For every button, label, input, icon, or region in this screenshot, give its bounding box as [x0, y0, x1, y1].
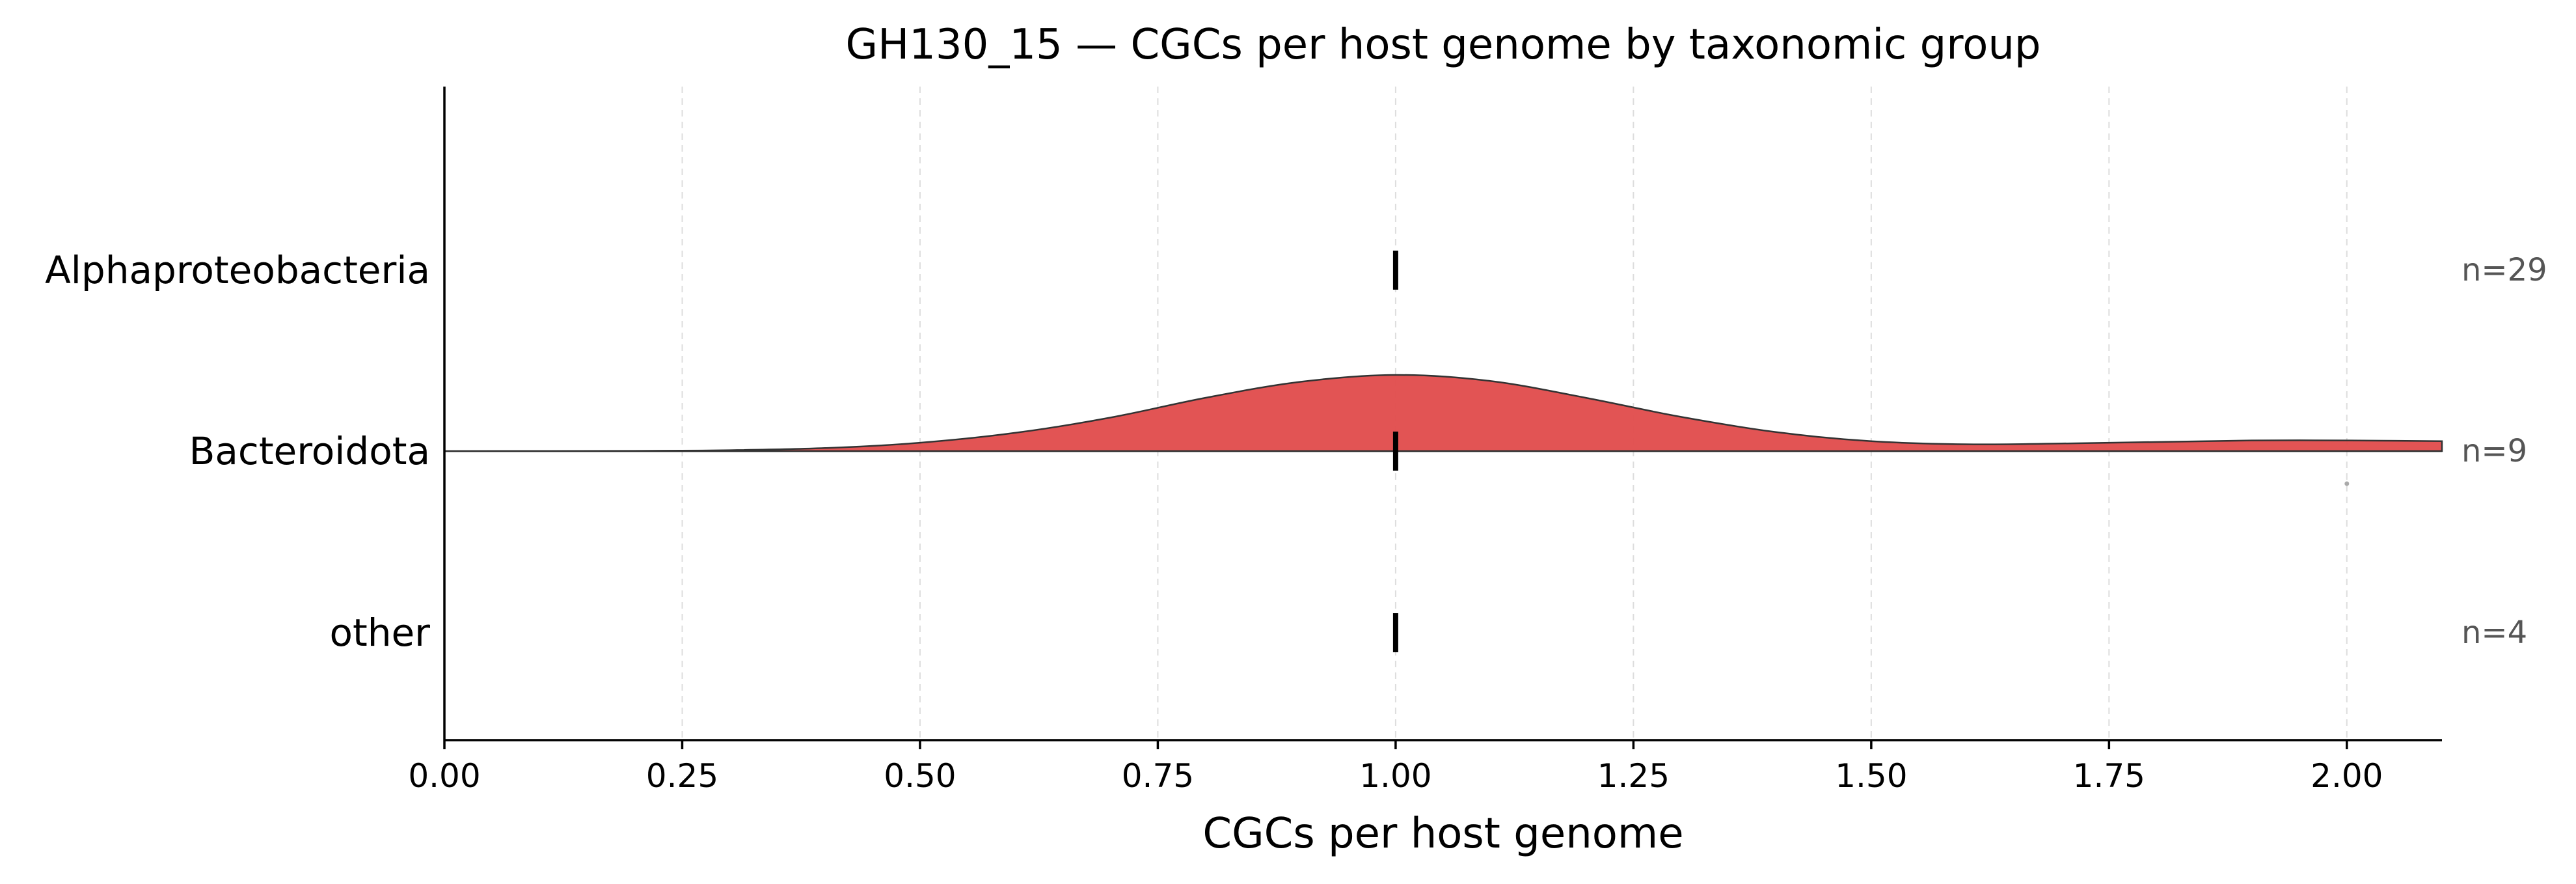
x-tick-label: 1.00: [1359, 757, 1431, 795]
x-axis-ticks: 0.00 0.25 0.50 0.75 1.00 1.25 1.50 1.75 2.00: [408, 740, 2383, 795]
x-tick-label: 0.00: [408, 757, 480, 795]
chart-title: GH130_15 — CGCs per host genome by taxon…: [845, 21, 2040, 69]
x-tick-label: 0.75: [1122, 757, 1194, 795]
category-label: Alphaproteobacteria: [45, 248, 430, 292]
x-tick-label: 2.00: [2311, 757, 2383, 795]
category-labels: Alphaproteobacteria Bacteroidota other: [45, 248, 430, 655]
x-axis-label: CGCs per host genome: [1202, 810, 1683, 858]
x-tick-label: 0.50: [884, 757, 956, 795]
outlier-points: [2344, 481, 2350, 486]
density-ridge-bacteroidota: [444, 374, 2443, 452]
count-label: n=4: [2461, 615, 2527, 651]
category-label: other: [329, 611, 430, 655]
count-label: n=29: [2461, 252, 2547, 288]
x-tick-label: 1.75: [2073, 757, 2145, 795]
x-tick-label: 1.50: [1835, 757, 1907, 795]
count-label: n=9: [2461, 433, 2527, 469]
category-label: Bacteroidota: [189, 429, 430, 473]
density-ridges: [444, 374, 2443, 452]
x-tick-label: 0.25: [646, 757, 718, 795]
count-labels: n=29 n=9 n=4: [2461, 252, 2547, 651]
x-tick-label: 1.25: [1597, 757, 1670, 795]
outlier-point: [2344, 481, 2350, 486]
